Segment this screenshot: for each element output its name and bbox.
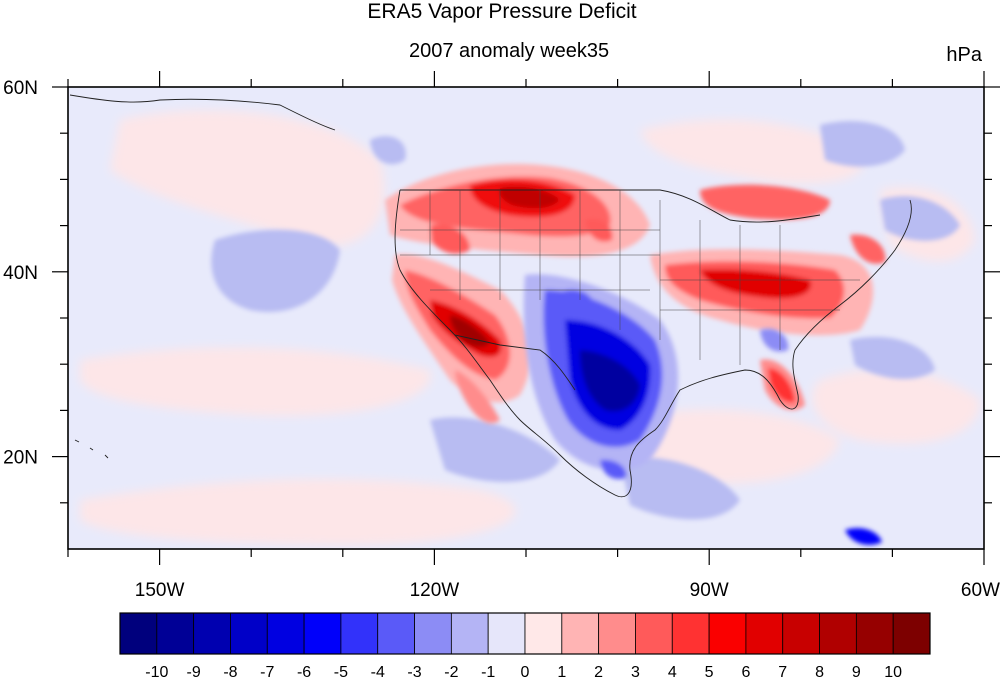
us-mexico-border [454,334,576,391]
colorbar-swatch [671,612,710,655]
units-label: hPa [946,44,982,66]
alaska-coast [69,94,336,131]
colorbar-label: 1 [557,664,566,681]
state-boundaries [400,190,860,365]
colorbar-swatch [635,612,673,655]
north-america-coastline [394,189,912,498]
map-boundaries [69,94,912,498]
colorbar-label: -10 [145,664,168,681]
hawaii-islands [74,439,109,459]
colorbar-swatch [230,612,268,655]
colorbar-label: 8 [815,664,824,681]
colorbar-swatch [119,612,158,655]
map-title: ERA5 Vapor Pressure Deficit [367,0,637,23]
weak-negative-patches [211,121,960,520]
colorbar-swatch [819,612,857,655]
colorbar-label: -7 [260,664,274,681]
us-canada-border [400,189,821,223]
colorbar-label: -5 [334,664,348,681]
lon-tick-label: 150W [135,580,185,601]
colorbar-swatch [266,612,305,655]
colorbar-swatch [450,612,489,655]
colorbar-label: -1 [481,664,495,681]
lon-tick-label: 120W [410,580,460,601]
lat-tick-label: 40N [3,263,38,284]
lat-tick-label: 60N [3,78,38,99]
colorbar-label: -9 [187,664,201,681]
colorbar-label: -8 [223,664,237,681]
colorbar-swatch [708,612,747,655]
colorbar-label: -6 [297,664,311,681]
axis-ticks [52,71,1000,565]
colorbar-label: 3 [631,664,640,681]
colorbar-label: 9 [852,664,861,681]
colorbar: -10 -9 -8 -7 -6 -5 -4 -3 -2 -1 0 1 2 3 4 5 6 7 8 9 10 [119,612,931,681]
colorbar-swatch [745,612,784,655]
colorbar-label: 0 [521,664,530,681]
colorbar-swatch [892,612,931,655]
colorbar-swatch [855,612,894,655]
colorbar-label: 4 [668,664,677,681]
colorbar-swatch [524,612,563,655]
colorbar-label: 2 [594,664,603,681]
texas-negative-anomaly [523,274,882,545]
florida-positive-anomaly [760,359,805,410]
colorbar-swatch [598,612,636,655]
colorbar-label: -4 [371,664,385,681]
colorbar-label: 5 [705,664,714,681]
colorbar-label: -2 [444,664,458,681]
colorbar-label: 6 [741,664,750,681]
colorbar-label: 7 [778,664,787,681]
colorbar-swatch [377,612,415,655]
lat-tick-label: 20N [3,448,38,469]
northern-plains-positive-anomaly [385,164,650,257]
lon-tick-label: 90W [690,580,729,601]
colorbar-swatch [487,612,526,655]
lon-tick-label: 60W [961,580,1000,601]
colorbar-swatch [414,612,452,655]
colorbar-frame [119,612,931,655]
map-subtitle: 2007 anomaly week35 [409,40,610,62]
ohio-valley-positive-anomaly [650,184,886,336]
colorbar-swatch [303,612,342,655]
axis-tick-labels: 150W 120W 90W 60W 60N 40N 20N [3,78,1000,601]
colorbar-label: -3 [407,664,421,681]
colorbar-swatch [340,612,379,655]
southwest-positive-anomaly [392,254,531,424]
anomaly-field [68,87,984,549]
colorbar-swatch [193,612,231,655]
colorbar-swatch [156,612,195,655]
colorbar-swatch [782,612,820,655]
colorbar-swatch [561,612,600,655]
colorbar-label: 10 [884,664,902,681]
